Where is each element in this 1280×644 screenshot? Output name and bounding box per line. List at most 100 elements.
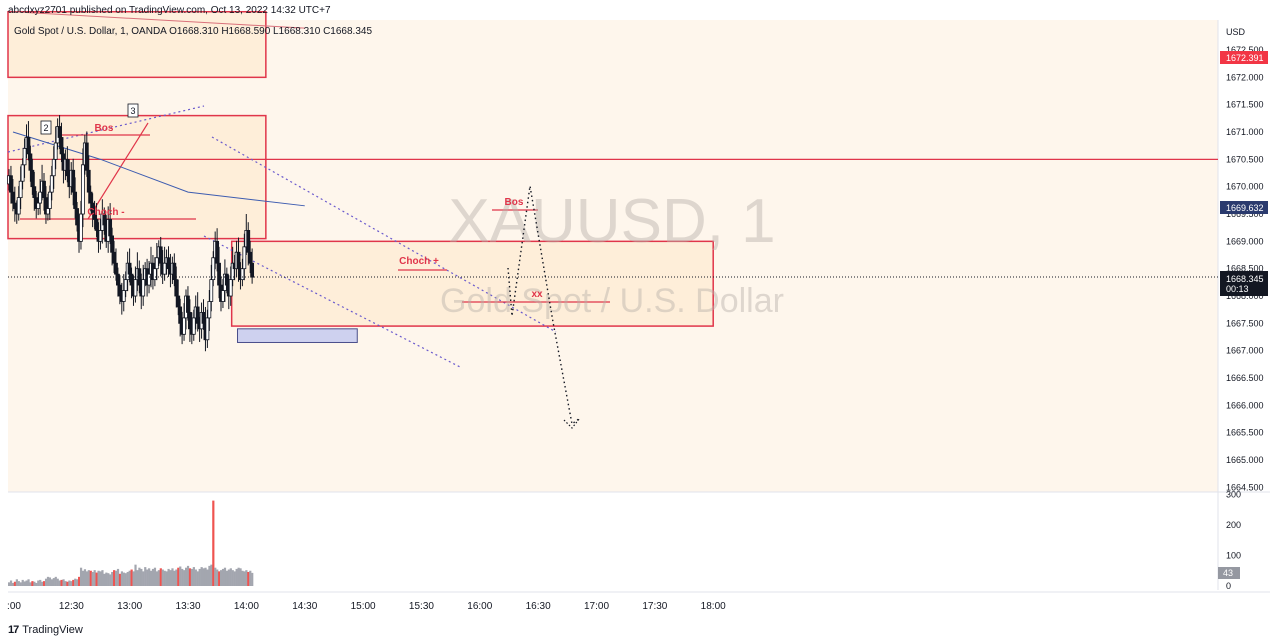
volume-axis[interactable]: 300 200 100 0 <box>1226 490 1241 592</box>
volume-bar <box>136 570 139 586</box>
volume-bar <box>87 570 90 586</box>
volume-bar <box>188 568 192 586</box>
candle-body <box>236 251 241 270</box>
candle-body <box>12 202 17 209</box>
volume-bar <box>196 571 199 586</box>
candle-body <box>147 273 151 286</box>
time-tick-label: :00 <box>7 601 21 612</box>
swing-label: 3 <box>130 106 135 116</box>
volume-bar <box>25 580 28 586</box>
volume-bar <box>190 568 194 586</box>
volume-bar <box>118 573 122 586</box>
price-tick-label: 1668.000 <box>1226 291 1264 301</box>
candle-body <box>65 158 70 177</box>
volume-bar <box>146 569 149 586</box>
volume-bar <box>9 580 13 586</box>
volume-bar <box>95 572 98 586</box>
volume-bar <box>157 570 160 586</box>
volume-bar <box>165 571 168 586</box>
candle-body <box>207 301 212 319</box>
structure-label: Choch - <box>87 207 124 218</box>
volume-bar <box>41 581 44 586</box>
candle-body <box>121 290 126 302</box>
candle-body <box>162 262 167 275</box>
candle-body <box>224 273 229 286</box>
volume-bar <box>52 578 55 586</box>
volume-bar <box>46 576 50 586</box>
volume-bar <box>214 567 217 586</box>
candle-body <box>46 208 50 215</box>
price-tick-label: 1669.000 <box>1226 236 1264 246</box>
candle-body <box>201 312 206 324</box>
zones-layer <box>7 10 714 343</box>
candle-body <box>187 312 192 330</box>
volume-bar <box>11 582 15 586</box>
volume-bar <box>23 581 26 586</box>
candle-body <box>42 180 46 199</box>
annotations-layer: 2 3 Bos Choch - Choch + Bos xx <box>40 103 543 300</box>
candle-body <box>240 268 245 281</box>
candle-body <box>186 295 190 313</box>
volume-bar <box>111 571 114 586</box>
volume-bar <box>161 569 164 586</box>
volume-tick-label: 300 <box>1226 490 1241 500</box>
volume-bar <box>70 581 73 586</box>
volume-bar <box>243 571 246 586</box>
candle-body <box>26 137 31 155</box>
price-tick-label: 1669.500 <box>1226 209 1264 219</box>
volume-badge: 43 <box>1218 567 1240 579</box>
volume-bar <box>192 567 195 586</box>
candle-body <box>195 306 200 324</box>
volume-bar <box>128 570 131 586</box>
volume-bar <box>89 570 92 586</box>
candle-body <box>116 273 120 286</box>
footer-brand[interactable]: 17 TradingView <box>8 624 83 636</box>
price-tick-label: 1671.000 <box>1226 127 1264 137</box>
candle-body <box>108 219 113 237</box>
candle-body <box>209 279 214 302</box>
candle-body <box>9 175 13 193</box>
price-tick-label: 1670.000 <box>1226 182 1264 192</box>
structure-label: Choch + <box>399 256 439 267</box>
volume-bar <box>210 564 213 586</box>
trend-line <box>203 235 463 369</box>
candle-body <box>205 317 210 341</box>
candle-body <box>30 169 35 188</box>
volume-bar <box>114 570 118 586</box>
volume-bar <box>72 579 75 586</box>
candle-body <box>28 153 33 171</box>
volume-bar <box>107 573 110 586</box>
candle-body <box>154 257 159 270</box>
volume-bar <box>21 579 24 586</box>
price-tick-label: 1668.500 <box>1226 264 1264 274</box>
volume-bar <box>212 500 215 586</box>
candle-body <box>182 317 186 335</box>
volume-bar <box>202 568 205 586</box>
volume-tick-label: 0 <box>1226 581 1231 591</box>
volume-tick-label: 200 <box>1226 520 1241 530</box>
price-tick-label: 1671.500 <box>1226 100 1264 110</box>
volume-bar <box>159 568 162 586</box>
structure-label: xx <box>531 289 543 300</box>
volume-bar <box>134 564 137 586</box>
watermark-name: Gold Spot / U.S. Dollar <box>440 282 784 320</box>
time-axis[interactable]: :00 12:30 13:00 13:30 14:00 14:30 15:00 15:30 16… <box>7 601 726 612</box>
volume-bar <box>17 581 20 586</box>
candle-body <box>36 202 41 209</box>
volume-bar <box>184 567 188 586</box>
volume-bar <box>35 582 38 586</box>
price-axis[interactable]: 1664.500 1665.000 1665.500 1666.000 1666.500… <box>1226 45 1264 492</box>
symbol-legend[interactable]: Gold Spot / U.S. Dollar, 1, OANDA O1668.… <box>14 26 373 37</box>
candle-body <box>158 246 163 264</box>
volume-bar <box>15 579 18 586</box>
candle-body <box>174 279 179 297</box>
volume-bar <box>54 576 57 586</box>
volume-bar <box>116 568 120 586</box>
volume-bar <box>155 571 159 586</box>
volume-bar <box>120 571 124 586</box>
ma-blue-badge: 1669.632 <box>1220 201 1268 214</box>
candle-body <box>176 295 181 308</box>
volume-bar <box>148 568 151 586</box>
publish-info: abcdxyz2701 published on TradingView.com… <box>8 5 331 16</box>
